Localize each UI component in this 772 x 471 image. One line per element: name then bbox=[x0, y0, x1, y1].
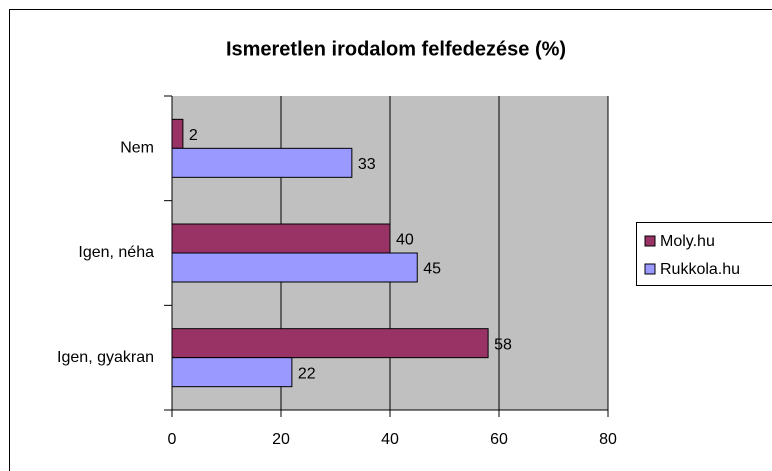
legend-swatch bbox=[644, 263, 656, 275]
bar bbox=[171, 147, 353, 178]
chart-title: Ismeretlen irodalom felfedezése (%) bbox=[226, 38, 566, 60]
legend-label: Moly.hu bbox=[660, 233, 715, 250]
y-tick-label: Igen, néha bbox=[78, 244, 154, 261]
x-tick-label: 40 bbox=[381, 431, 399, 448]
x-tick-label: 80 bbox=[599, 431, 617, 448]
data-label: 58 bbox=[494, 336, 512, 353]
bar bbox=[171, 357, 293, 388]
y-tick-label: Nem bbox=[120, 140, 154, 157]
legend-box bbox=[636, 222, 772, 286]
legend-swatch bbox=[644, 235, 656, 247]
data-label: 40 bbox=[396, 232, 414, 249]
legend-label: Rukkola.hu bbox=[660, 261, 740, 278]
bar bbox=[171, 328, 489, 359]
bar bbox=[171, 223, 391, 254]
bar bbox=[171, 252, 418, 283]
data-label: 45 bbox=[423, 261, 441, 278]
x-tick-label: 60 bbox=[490, 431, 508, 448]
y-tick-label: Igen, gyakran bbox=[57, 349, 154, 366]
bar bbox=[171, 118, 184, 149]
x-tick-label: 20 bbox=[272, 431, 290, 448]
x-tick-label: 0 bbox=[168, 431, 177, 448]
data-label: 33 bbox=[358, 156, 376, 173]
data-label: 2 bbox=[189, 127, 198, 144]
data-label: 22 bbox=[298, 365, 316, 382]
